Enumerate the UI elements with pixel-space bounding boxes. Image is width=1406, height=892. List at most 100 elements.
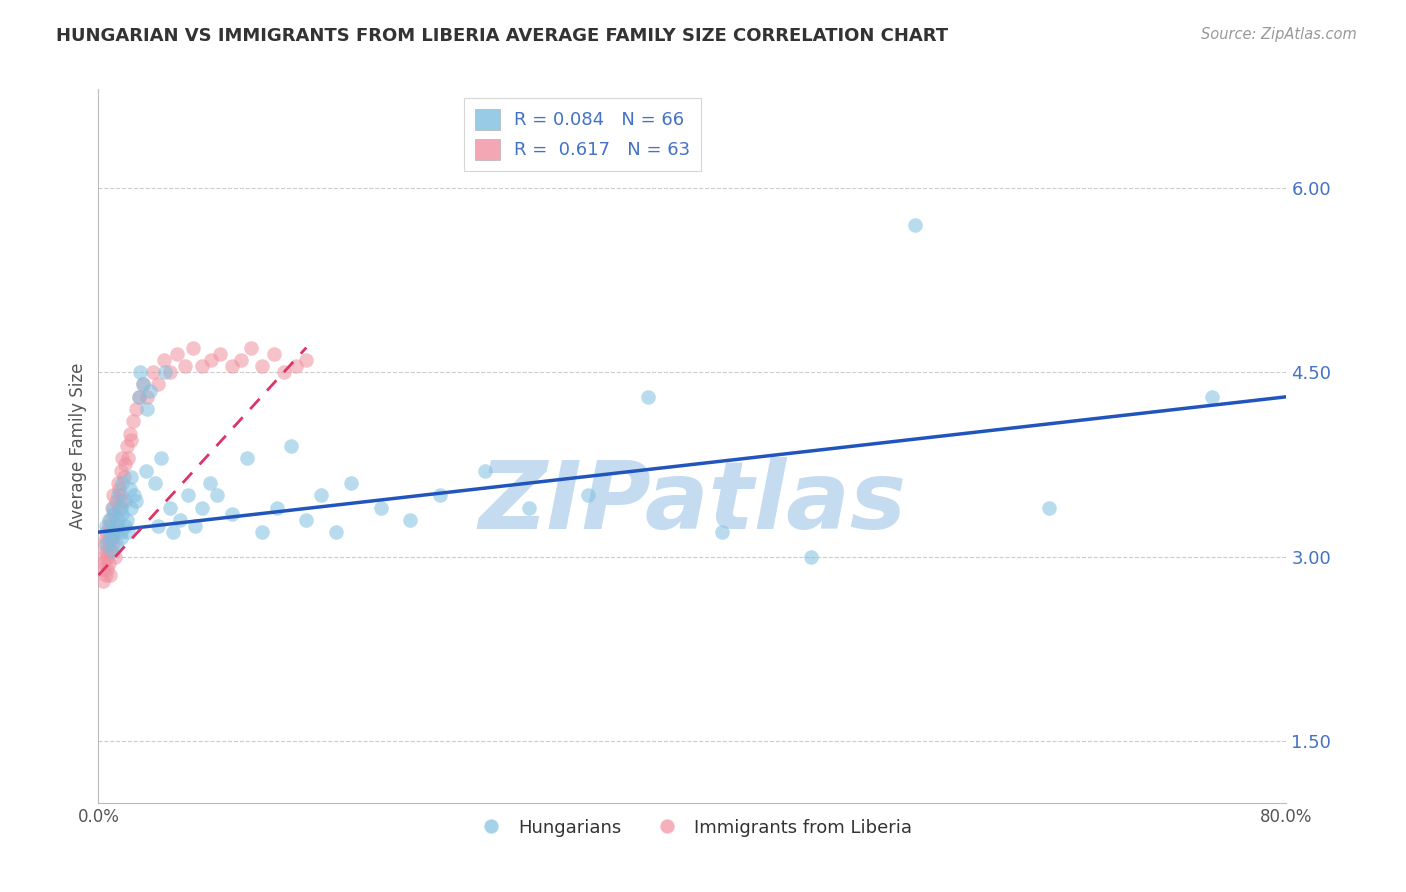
Point — [117, 451, 139, 466]
Point — [110, 488, 132, 502]
Point — [120, 433, 142, 447]
Point — [711, 525, 734, 540]
Point — [93, 537, 115, 551]
Point — [370, 500, 392, 515]
Point — [114, 519, 136, 533]
Point — [94, 537, 117, 551]
Point — [325, 525, 347, 540]
Point — [280, 439, 302, 453]
Point — [159, 365, 181, 379]
Point — [284, 359, 307, 373]
Point — [146, 519, 169, 533]
Point — [105, 494, 128, 508]
Point — [117, 525, 139, 540]
Point — [295, 352, 318, 367]
Point — [91, 549, 114, 564]
Point — [98, 531, 121, 545]
Point — [128, 390, 150, 404]
Point — [107, 488, 129, 502]
Point — [132, 377, 155, 392]
Point — [101, 500, 124, 515]
Point — [800, 549, 823, 564]
Point — [94, 531, 117, 545]
Point — [110, 531, 132, 545]
Point — [97, 556, 120, 570]
Point — [103, 488, 125, 502]
Point — [517, 500, 540, 515]
Point — [142, 365, 165, 379]
Point — [105, 537, 128, 551]
Point — [132, 377, 155, 392]
Point — [128, 390, 150, 404]
Point — [200, 352, 222, 367]
Point — [97, 537, 120, 551]
Point — [96, 562, 118, 576]
Point — [110, 525, 132, 540]
Point — [578, 488, 600, 502]
Point — [250, 359, 273, 373]
Point — [229, 352, 252, 367]
Point — [98, 568, 121, 582]
Point — [105, 519, 128, 533]
Point — [399, 513, 422, 527]
Point — [162, 525, 184, 540]
Point — [98, 543, 121, 558]
Point — [221, 507, 243, 521]
Point — [221, 359, 243, 373]
Point — [183, 341, 205, 355]
Point — [120, 500, 142, 515]
Point — [166, 347, 188, 361]
Point — [173, 359, 195, 373]
Point — [114, 494, 136, 508]
Point — [118, 482, 141, 496]
Point — [93, 556, 115, 570]
Point — [111, 494, 134, 508]
Point — [205, 488, 228, 502]
Point — [110, 500, 132, 515]
Point — [103, 500, 125, 515]
Point — [146, 377, 169, 392]
Point — [129, 365, 152, 379]
Point — [103, 525, 125, 540]
Point — [103, 525, 125, 540]
Point — [105, 525, 128, 540]
Point — [155, 365, 177, 379]
Point — [98, 513, 121, 527]
Point — [136, 402, 159, 417]
Point — [1201, 390, 1223, 404]
Point — [266, 500, 288, 515]
Text: ZIPatlas: ZIPatlas — [478, 457, 907, 549]
Point — [135, 464, 157, 478]
Point — [429, 488, 451, 502]
Point — [94, 568, 117, 582]
Point — [91, 562, 114, 576]
Point — [104, 549, 127, 564]
Point — [104, 507, 127, 521]
Point — [112, 469, 135, 483]
Point — [1038, 500, 1060, 515]
Point — [124, 494, 146, 508]
Point — [143, 475, 166, 490]
Point — [115, 513, 138, 527]
Point — [295, 513, 318, 527]
Point — [273, 365, 295, 379]
Text: HUNGARIAN VS IMMIGRANTS FROM LIBERIA AVERAGE FAMILY SIZE CORRELATION CHART: HUNGARIAN VS IMMIGRANTS FROM LIBERIA AVE… — [56, 27, 949, 45]
Point — [250, 525, 273, 540]
Point — [98, 525, 121, 540]
Point — [97, 513, 120, 527]
Point — [176, 488, 198, 502]
Point — [97, 519, 120, 533]
Point — [136, 390, 159, 404]
Point — [96, 549, 118, 564]
Text: Source: ZipAtlas.com: Source: ZipAtlas.com — [1201, 27, 1357, 42]
Point — [103, 537, 125, 551]
Point — [111, 451, 134, 466]
Point — [101, 543, 124, 558]
Point — [121, 414, 143, 428]
Point — [108, 500, 131, 515]
Point — [159, 500, 181, 515]
Point — [474, 464, 496, 478]
Point — [107, 513, 129, 527]
Point — [110, 464, 132, 478]
Point — [904, 218, 927, 232]
